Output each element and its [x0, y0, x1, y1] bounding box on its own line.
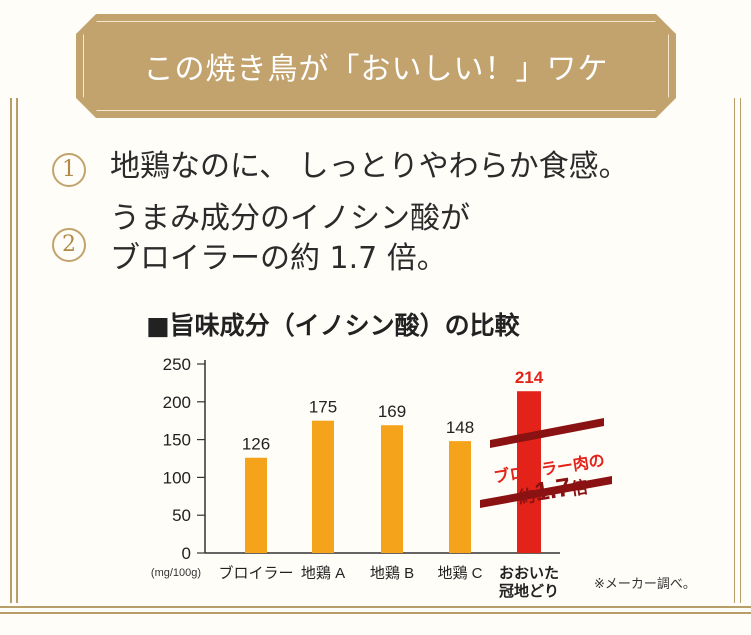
banner-title: この焼き鳥が「おいしい！」ワケ [143, 52, 609, 87]
data-label-2: 175 [309, 398, 337, 417]
bar-1 [245, 457, 267, 553]
point-1-number: 1 [52, 153, 86, 187]
title-banner [76, 14, 676, 118]
x-tick-label-1: ブロイラー [218, 564, 293, 582]
bar-4 [449, 441, 471, 553]
x-tick-label-5-line-1: おおいた [499, 565, 559, 582]
annotation-value: 1.7 [532, 471, 572, 506]
annotation-suffix: 倍 [569, 477, 589, 499]
data-label-5: 214 [515, 368, 544, 387]
source-note: ※メーカー調べ。 [594, 577, 696, 592]
x-tick-label-4: 地鶏 C [437, 565, 482, 582]
chart-title: ■旨味成分（イノシン酸）の比較 [146, 311, 520, 340]
y-tick-label: 50 [172, 506, 191, 525]
frame-bottom-line-lower [0, 612, 751, 614]
point-2-text-line-1: うまみ成分のイノシン酸が [110, 201, 470, 236]
annotation-band-top [490, 418, 604, 448]
point-1-text: 地鶏なのに、 しっとりやわらか食感。 [110, 149, 629, 184]
frame-right-line-outer [739, 98, 741, 603]
y-tick-label: 200 [163, 393, 191, 412]
data-label-3: 169 [378, 402, 406, 421]
y-tick-label: 250 [163, 355, 191, 374]
y-tick-label: 100 [163, 468, 191, 487]
bar-3 [381, 425, 403, 553]
y-tick-label: 0 [182, 544, 191, 563]
x-tick-label-3: 地鶏 B [370, 565, 414, 582]
annotation-prefix: 約 [517, 485, 537, 507]
x-tick-label-5-line-2: 冠地どり [499, 582, 559, 600]
frame-left-line-outer [10, 98, 12, 603]
frame-bottom-line-upper [0, 606, 751, 608]
bar-5 [517, 391, 541, 553]
annotation-band-bottom [480, 476, 612, 508]
frame-right-line-inner [733, 98, 735, 603]
x-tick-label-2: 地鶏 A [301, 565, 345, 582]
frame-left-line-inner [16, 98, 18, 603]
title-banner-border [83, 21, 669, 111]
data-label-1: 126 [242, 435, 270, 454]
bar-2 [312, 420, 334, 553]
y-unit-label: (mg/100g) [151, 567, 201, 579]
annotation-line-2: 約1.7倍 [516, 469, 590, 510]
point-2-number: 2 [52, 228, 86, 262]
point-2-text-line-2: ブロイラーの約 1.7 倍。 [110, 241, 447, 276]
data-label-4: 148 [446, 418, 474, 437]
y-tick-label: 150 [163, 431, 191, 450]
